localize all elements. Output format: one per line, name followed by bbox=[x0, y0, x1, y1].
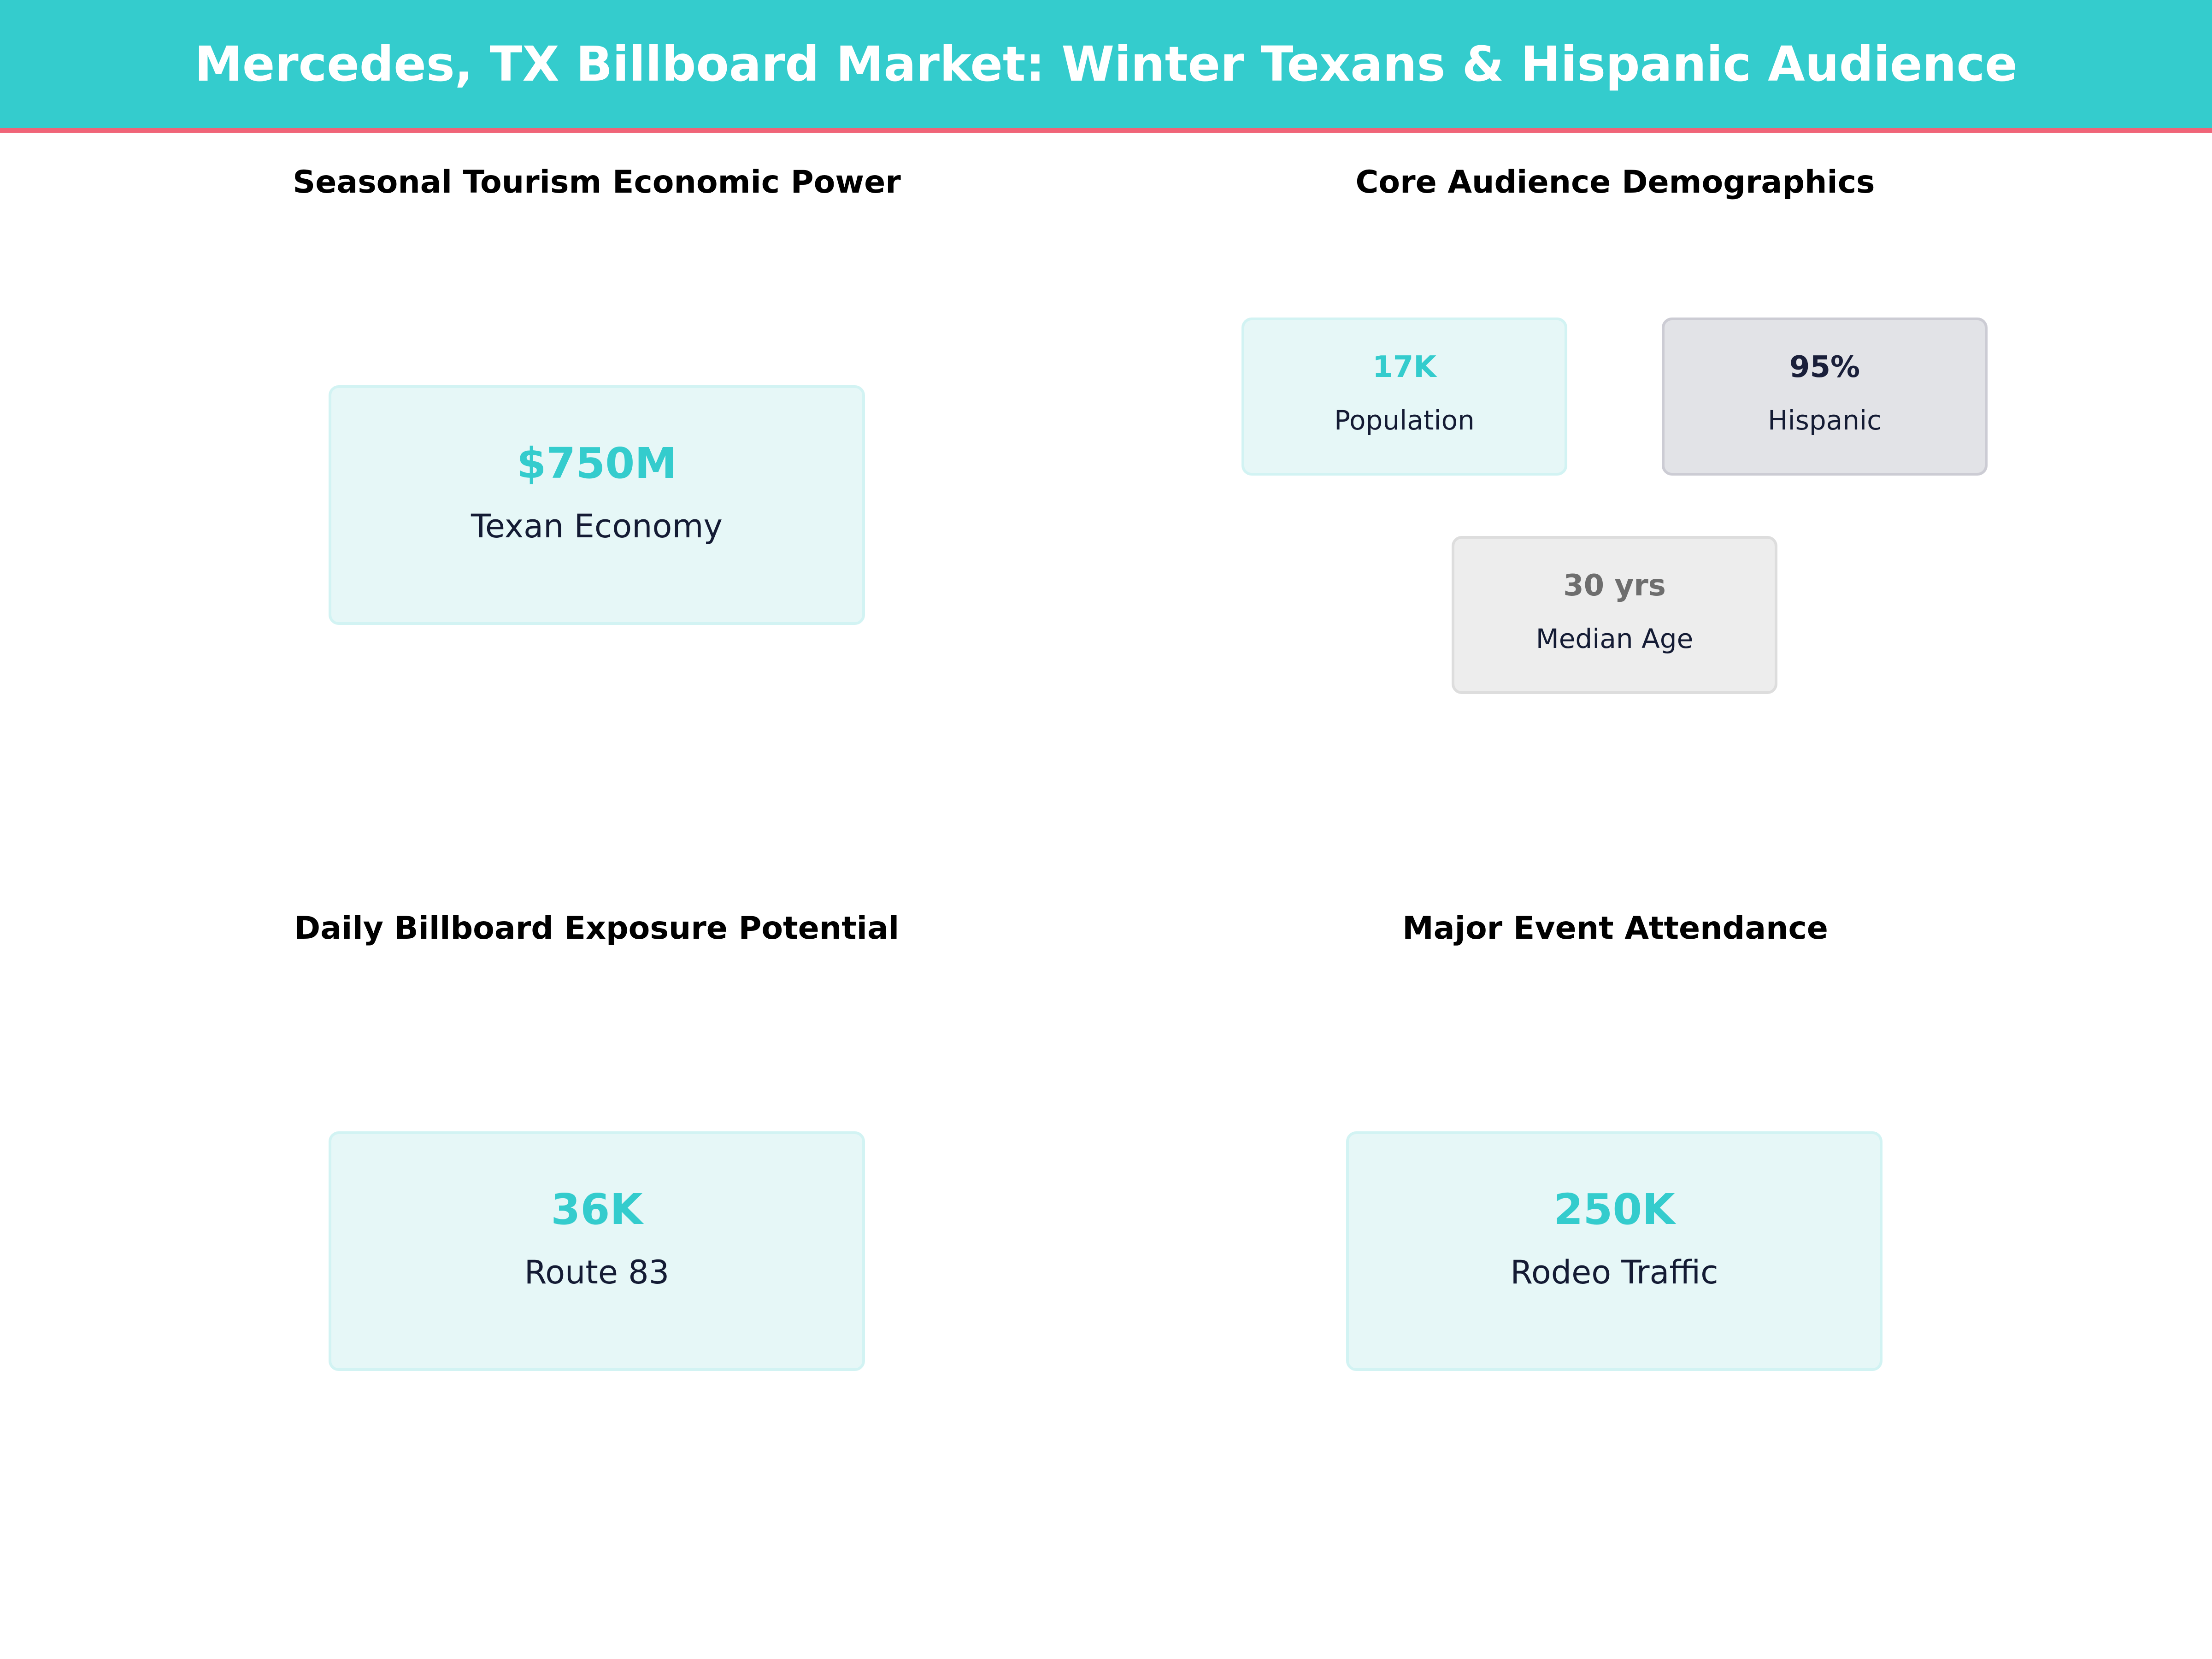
stat-value: 250K bbox=[1553, 1185, 1675, 1234]
stat-value: 30 yrs bbox=[1563, 569, 1666, 603]
stat-label: Median Age bbox=[1535, 623, 1694, 654]
panel-title-exposure: Daily Billboard Exposure Potential bbox=[294, 910, 900, 947]
stat-value: 17K bbox=[1372, 350, 1436, 384]
stat-label: Hispanic bbox=[1767, 405, 1882, 436]
population-card: 17K Population bbox=[1241, 318, 1567, 476]
events-stat-card: 250K Rodeo Traffic bbox=[1346, 1131, 1883, 1371]
hispanic-card: 95% Hispanic bbox=[1662, 318, 1988, 476]
exposure-stat-card: 36K Route 83 bbox=[329, 1131, 865, 1371]
median-age-card: 30 yrs Median Age bbox=[1452, 536, 1777, 694]
stat-value: 36K bbox=[551, 1185, 643, 1234]
panel-title-tourism: Seasonal Tourism Economic Power bbox=[293, 164, 901, 200]
panel-title-events: Major Event Attendance bbox=[1402, 910, 1828, 947]
header-banner: Mercedes, TX Billboard Market: Winter Te… bbox=[0, 0, 2212, 133]
stat-label: Texan Economy bbox=[471, 507, 723, 545]
panel-title-demographics: Core Audience Demographics bbox=[1355, 164, 1875, 200]
stat-label: Rodeo Traffic bbox=[1510, 1253, 1718, 1291]
stat-label: Population bbox=[1334, 405, 1475, 436]
stat-value: 95% bbox=[1789, 350, 1860, 384]
stat-label: Route 83 bbox=[524, 1253, 670, 1291]
stat-value: $750M bbox=[517, 439, 677, 488]
page-title: Mercedes, TX Billboard Market: Winter Te… bbox=[194, 36, 2018, 92]
tourism-stat-card: $750M Texan Economy bbox=[329, 385, 865, 625]
